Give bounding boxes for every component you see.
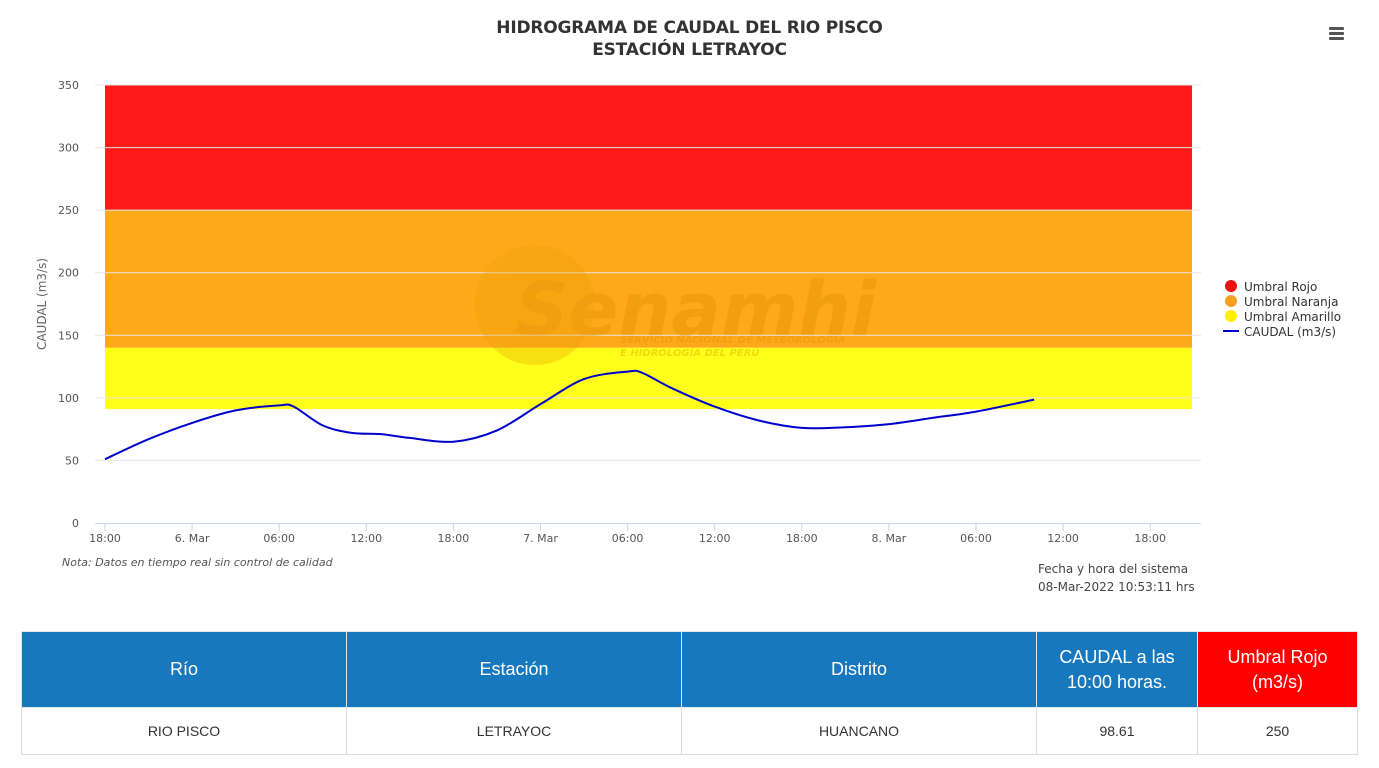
x-tick-label: 18:00 [786,532,818,545]
x-tick-label: 18:00 [438,532,470,545]
cell-estacion: LETRAYOC [346,707,682,755]
watermark-logo-text: Senamhi [515,267,878,353]
legend-label: Umbral Rojo [1244,280,1317,294]
cell-distrito: HUANCANO [681,707,1037,755]
threshold-bands [105,85,1192,410]
header-umbral-line-2: (m3/s) [1252,671,1303,692]
x-tick-label: 8. Mar [872,532,907,545]
menu-bar-3 [1329,37,1344,40]
chart-subtitle: ESTACIÓN LETRAYOC [592,40,787,60]
watermark-sun-icon [475,245,595,365]
header-rio: Río [21,631,347,708]
header-umbral-line-1: Umbral Rojo [1227,646,1328,667]
y-tick-label: 250 [58,204,79,217]
y-axis: 0 50 100 150 200 250 300 350 [58,79,79,530]
cell-caudal: 98.61 [1036,707,1198,755]
x-axis: 18:00 6. Mar 06:00 12:00 18:00 7. Mar 06:00 12:… [89,523,1201,545]
table-header-row: Río Estación Distrito CAUDAL a las 10:00… [21,631,1358,708]
legend-label: CAUDAL (m3/s) [1244,325,1336,339]
y-tick-label: 100 [58,392,79,405]
y-axis-label: CAUDAL (m3/s) [35,258,49,350]
menu-bar-2 [1329,32,1344,35]
legend-label: Umbral Naranja [1244,295,1338,309]
y-tick-label: 50 [65,454,79,467]
x-tick-label: 06:00 [263,532,295,545]
threshold-band-umbral-amarillo [105,347,1192,410]
x-tick-label: 6. Mar [175,532,210,545]
station-info-table: Río Estación Distrito CAUDAL a las 10:00… [21,631,1358,755]
y-tick-label: 0 [72,517,79,530]
hamburger-menu-icon[interactable] [1322,22,1350,44]
threshold-band-umbral-naranja [105,210,1192,348]
x-tick-label: 12:00 [1047,532,1079,545]
system-time-value: 08-Mar-2022 10:53:11 hrs [1038,580,1195,594]
header-caudal-line-1: CAUDAL a las [1059,646,1175,667]
y-tick-label: 150 [58,329,79,342]
x-tick-label: 18:00 [89,532,121,545]
caudal-series [104,369,1035,461]
y-tick-label: 350 [58,79,79,92]
quality-note: Nota: Datos en tiempo real sin control d… [62,556,333,569]
x-tick-label: 18:00 [1134,532,1166,545]
menu-bar-1 [1329,27,1344,30]
y-tick-label: 200 [58,267,79,280]
gridlines [95,84,1201,461]
legend-symbol-umbral-naranja [1225,295,1237,307]
chart-title: HIDROGRAMA DE CAUDAL DEL RIO PISCO [496,18,883,38]
legend-symbol-umbral-rojo [1225,280,1237,292]
series-line-caudal [104,369,1035,461]
header-estacion: Estación [346,631,682,708]
watermark-line-2: E HIDROLOGÍA DEL PERÚ [620,346,760,359]
x-tick-label: 7. Mar [523,532,558,545]
hydrograph-chart: Senamhi SERVICIO NACIONAL DE METEOROLOGÍ… [35,79,1341,545]
header-caudal-line-2: 10:00 horas. [1066,671,1168,692]
system-time-label: Fecha y hora del sistema [1038,562,1189,576]
header-umbral-rojo: Umbral Rojo (m3/s) [1197,631,1358,708]
y-tick-label: 300 [58,142,79,155]
cell-rio: RIO PISCO [21,707,347,755]
table-row: RIO PISCO LETRAYOC HUANCANO 98.61 250 [21,707,1358,755]
x-tick-label: 06:00 [960,532,992,545]
legend-label: Umbral Amarillo [1244,310,1341,324]
x-tick-label: 12:00 [699,532,731,545]
cell-umbral: 250 [1197,707,1358,755]
header-caudal: CAUDAL a las 10:00 horas. [1036,631,1198,708]
legend-symbol-umbral-amarillo [1225,310,1237,322]
senamhi-watermark: Senamhi SERVICIO NACIONAL DE METEOROLOGÍ… [475,245,878,365]
watermark-line-1: SERVICIO NACIONAL DE METEOROLOGÍA [620,333,846,346]
header-distrito: Distrito [681,631,1037,708]
x-tick-label: 06:00 [612,532,644,545]
x-tick-label: 12:00 [350,532,382,545]
